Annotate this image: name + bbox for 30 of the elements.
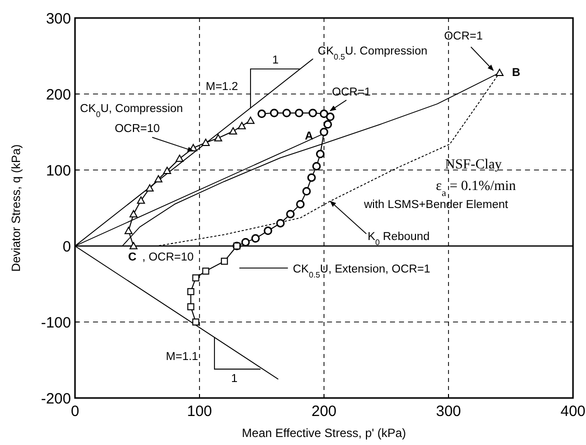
y-tick-label: 0: [62, 238, 71, 256]
annotation: 1: [272, 54, 279, 67]
annotation: CK$_{0}$U, Compression: [80, 103, 183, 119]
y-axis-title: Deviator Stress, q (kPa): [9, 144, 23, 272]
y-tick-label: 200: [46, 86, 71, 104]
annotation: M=1.1: [166, 351, 198, 363]
annotation: CK$_{0.5}$U. Compression: [318, 45, 428, 61]
annotation: OCR=1: [332, 86, 371, 99]
x-tick-label: 400: [560, 403, 586, 420]
annotation: OCR=1: [444, 30, 483, 42]
annotation: B: [512, 66, 520, 79]
annotation: 1: [231, 373, 238, 386]
annotation: A: [304, 130, 314, 143]
annotation: C: [128, 251, 136, 264]
x-tick-label: 100: [186, 403, 212, 420]
y-tick-label: 300: [46, 10, 71, 28]
annotation: ε$_{a}$ = 0.1%/min: [436, 178, 516, 198]
annotation: , OCR=10: [142, 251, 194, 264]
x-tick-label: 200: [311, 403, 337, 420]
annotation: OCR=10: [114, 123, 160, 135]
annotation: CK$_{0.5}$U, Extension, OCR=1: [292, 264, 430, 280]
annotation: with LSMS+Bender Element: [362, 199, 509, 211]
annotation: NSF-Clay: [445, 157, 502, 172]
annotation: K$_{0}$ Rebound: [368, 230, 430, 246]
y-tick-label: 100: [46, 162, 71, 180]
x-axis-title: Mean Effective Stress, p' (kPa): [242, 426, 406, 440]
y-tick-label: -100: [40, 314, 71, 332]
x-tick-label: 300: [436, 403, 462, 420]
annotation: M=1.2: [206, 81, 238, 94]
y-tick-label: -200: [40, 390, 71, 408]
